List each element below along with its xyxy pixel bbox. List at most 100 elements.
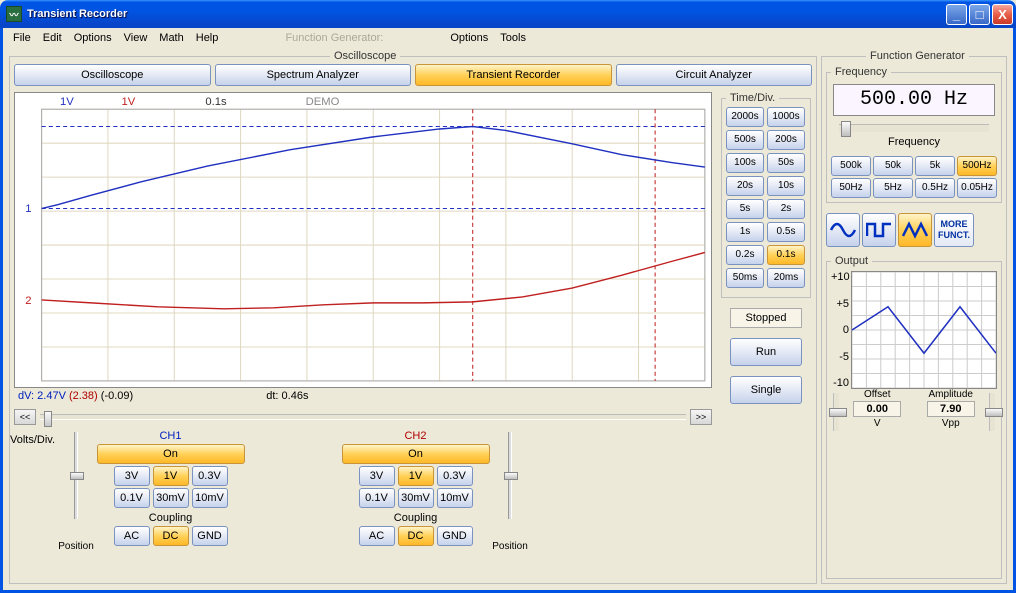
ch2-pos-slider[interactable]: Position <box>502 432 518 552</box>
ch1-coupling-label: Coupling <box>88 512 253 524</box>
more-functions-button[interactable]: MOREFUNCT. <box>934 213 974 247</box>
ch2-coupling-GND[interactable]: GND <box>437 526 473 546</box>
offset-label: Offset <box>864 389 891 400</box>
timediv-50s[interactable]: 50s <box>767 153 805 173</box>
ch2-coupling-DC[interactable]: DC <box>398 526 434 546</box>
oscilloscope-group: Oscilloscope Oscilloscope Spectrum Analy… <box>9 50 817 584</box>
timediv-200s[interactable]: 200s <box>767 130 805 150</box>
offset-value: 0.00 <box>853 401 901 417</box>
ch1-on-button[interactable]: On <box>97 444 245 464</box>
ch2-range-10mV[interactable]: 10mV <box>437 488 473 508</box>
timediv-2000s[interactable]: 2000s <box>726 107 764 127</box>
ch2-range-1V[interactable]: 1V <box>398 466 434 486</box>
svg-text:2: 2 <box>25 295 31 307</box>
ch2-on-button[interactable]: On <box>342 444 490 464</box>
tab-transient[interactable]: Transient Recorder <box>415 64 612 86</box>
timediv-20s[interactable]: 20s <box>726 176 764 196</box>
tab-oscilloscope[interactable]: Oscilloscope <box>14 64 211 86</box>
ch1-panel: Position CH1 On 3V1V0.3V 0.1V30mV10mV Co… <box>64 430 253 554</box>
ch1-range-30mV[interactable]: 30mV <box>153 488 189 508</box>
ch2-range-0p3V[interactable]: 0.3V <box>437 466 473 486</box>
dv-red: (2.38) <box>69 390 98 402</box>
freq-btn-0p05Hz[interactable]: 0.05Hz <box>957 178 997 198</box>
timediv-10s[interactable]: 10s <box>767 176 805 196</box>
freq-btn-50k[interactable]: 50k <box>873 156 913 176</box>
timediv-2s[interactable]: 2s <box>767 199 805 219</box>
menu-fg-label: Function Generator: <box>224 30 444 46</box>
output-ytick: +10 <box>831 271 849 283</box>
wave-sine-button[interactable] <box>826 213 860 247</box>
offset-unit: V <box>874 418 881 429</box>
menu-bar: File Edit Options View Math Help Functio… <box>3 28 1013 48</box>
run-status: Stopped <box>730 308 802 328</box>
maximize-button[interactable]: □ <box>969 4 990 25</box>
ch1-coupling-AC[interactable]: AC <box>114 526 150 546</box>
ch2-range-30mV[interactable]: 30mV <box>398 488 434 508</box>
timediv-50ms[interactable]: 50ms <box>726 268 764 288</box>
minimize-button[interactable]: _ <box>946 4 967 25</box>
window-title: Transient Recorder <box>27 8 944 20</box>
freq-btn-5Hz[interactable]: 5Hz <box>873 178 913 198</box>
timediv-1s[interactable]: 1s <box>726 222 764 242</box>
fg-frequency-box: Frequency 500.00 Hz Frequency 500k50k5k5… <box>826 66 1002 203</box>
ch1-pos-slider[interactable]: Position <box>68 432 84 552</box>
menu-fg-options[interactable]: Options <box>444 30 494 46</box>
ch1-range-3V[interactable]: 3V <box>114 466 150 486</box>
timediv-0p2s[interactable]: 0.2s <box>726 245 764 265</box>
close-button[interactable]: X <box>992 4 1013 25</box>
frequency-label: Frequency <box>831 136 997 148</box>
scroll-right-button[interactable]: >> <box>690 409 712 425</box>
ch1-range-1V[interactable]: 1V <box>153 466 189 486</box>
run-button[interactable]: Run <box>730 338 802 366</box>
amplitude-label: Amplitude <box>929 389 973 400</box>
menu-math[interactable]: Math <box>153 30 189 46</box>
freq-btn-50Hz[interactable]: 50Hz <box>831 178 871 198</box>
frequency-slider[interactable] <box>839 124 989 132</box>
ch1-range-10mV[interactable]: 10mV <box>192 488 228 508</box>
output-ytick: -10 <box>831 377 849 389</box>
ch2-range-0p1V[interactable]: 0.1V <box>359 488 395 508</box>
menu-view[interactable]: View <box>118 30 154 46</box>
timediv-500s[interactable]: 500s <box>726 130 764 150</box>
ch2-coupling-AC[interactable]: AC <box>359 526 395 546</box>
timediv-0p5s[interactable]: 0.5s <box>767 222 805 242</box>
scroll-left-button[interactable]: << <box>14 409 36 425</box>
menu-fg-tools[interactable]: Tools <box>494 30 532 46</box>
scroll-track[interactable] <box>40 414 686 420</box>
svg-text:0.1s: 0.1s <box>205 96 227 108</box>
menu-options[interactable]: Options <box>68 30 118 46</box>
menu-file[interactable]: File <box>7 30 37 46</box>
single-button[interactable]: Single <box>730 376 802 404</box>
time-scroller[interactable]: << >> <box>14 408 712 426</box>
timediv-1000s[interactable]: 1000s <box>767 107 805 127</box>
timediv-20ms[interactable]: 20ms <box>767 268 805 288</box>
ch1-coupling-GND[interactable]: GND <box>192 526 228 546</box>
ch2-header: CH2 <box>333 430 498 442</box>
amplitude-slider[interactable] <box>989 393 995 431</box>
tab-spectrum[interactable]: Spectrum Analyzer <box>215 64 412 86</box>
wave-square-button[interactable] <box>862 213 896 247</box>
wave-triangle-button[interactable] <box>898 213 932 247</box>
ch1-range-0p3V[interactable]: 0.3V <box>192 466 228 486</box>
amplitude-value: 7.90 <box>927 401 975 417</box>
menu-help[interactable]: Help <box>190 30 225 46</box>
tab-circuit[interactable]: Circuit Analyzer <box>616 64 813 86</box>
ch1-coupling-DC[interactable]: DC <box>153 526 189 546</box>
amplitude-unit: Vpp <box>942 418 960 429</box>
volts-div-label: Volts/Div. <box>10 430 64 446</box>
ch1-range-0p1V[interactable]: 0.1V <box>114 488 150 508</box>
offset-slider[interactable] <box>833 393 839 431</box>
menu-edit[interactable]: Edit <box>37 30 68 46</box>
output-ytick: +5 <box>831 298 849 310</box>
output-panel: Output +10+50-5-10 Offset 0.00 V <box>826 255 1002 579</box>
ch2-range-3V[interactable]: 3V <box>359 466 395 486</box>
freq-btn-500Hz[interactable]: 500Hz <box>957 156 997 176</box>
dt-value: dt: 0.46s <box>266 390 308 402</box>
freq-btn-500k[interactable]: 500k <box>831 156 871 176</box>
timediv-5s[interactable]: 5s <box>726 199 764 219</box>
timediv-100s[interactable]: 100s <box>726 153 764 173</box>
freq-btn-0p5Hz[interactable]: 0.5Hz <box>915 178 955 198</box>
fg-freq-legend: Frequency <box>831 66 891 78</box>
freq-btn-5k[interactable]: 5k <box>915 156 955 176</box>
timediv-0p1s[interactable]: 0.1s <box>767 245 805 265</box>
